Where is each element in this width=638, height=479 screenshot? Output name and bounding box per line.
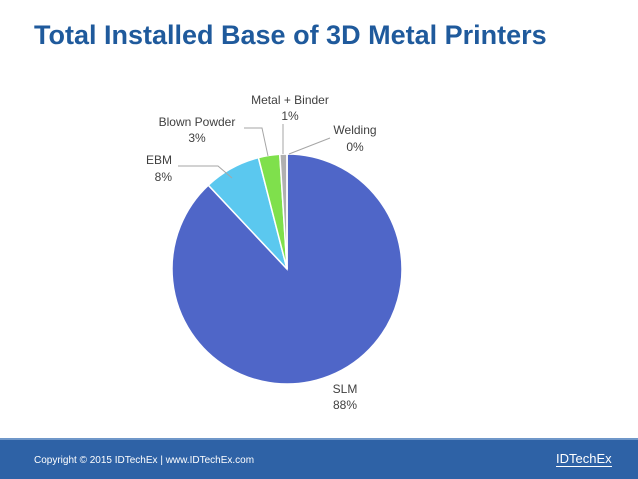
slice-name-blown-powder: Blown Powder: [159, 115, 236, 129]
slice-value-slm: 88%: [333, 398, 357, 412]
copyright-text: Copyright © 2015 IDTechEx | www.IDTechEx…: [34, 455, 255, 466]
slice-value-ebm: 8%: [155, 170, 173, 184]
pie-chart: SLM 88% EBM 8% Blown Powder 3% Metal + Binder 1…: [146, 93, 403, 412]
leader-line-welding: [288, 137, 331, 155]
slice-value-metal-binder: 1%: [281, 109, 299, 123]
slide-title: Total Installed Base of 3D Metal Printer…: [34, 20, 547, 50]
footer-stripe: [0, 438, 638, 440]
slice-name-metal-binder: Metal + Binder: [251, 93, 329, 107]
idtechex-logo: IDTechEx: [556, 451, 612, 467]
leader-line-ebm: [178, 165, 233, 179]
slice-name-welding: Welding: [333, 123, 376, 137]
slice-name-slm: SLM: [333, 382, 358, 396]
leader-line-blown-powder: [244, 127, 269, 157]
slice-value-welding: 0%: [346, 140, 364, 154]
slice-name-ebm: EBM: [146, 153, 172, 167]
slice-value-blown-powder: 3%: [188, 131, 206, 145]
footer-band: [0, 440, 638, 479]
